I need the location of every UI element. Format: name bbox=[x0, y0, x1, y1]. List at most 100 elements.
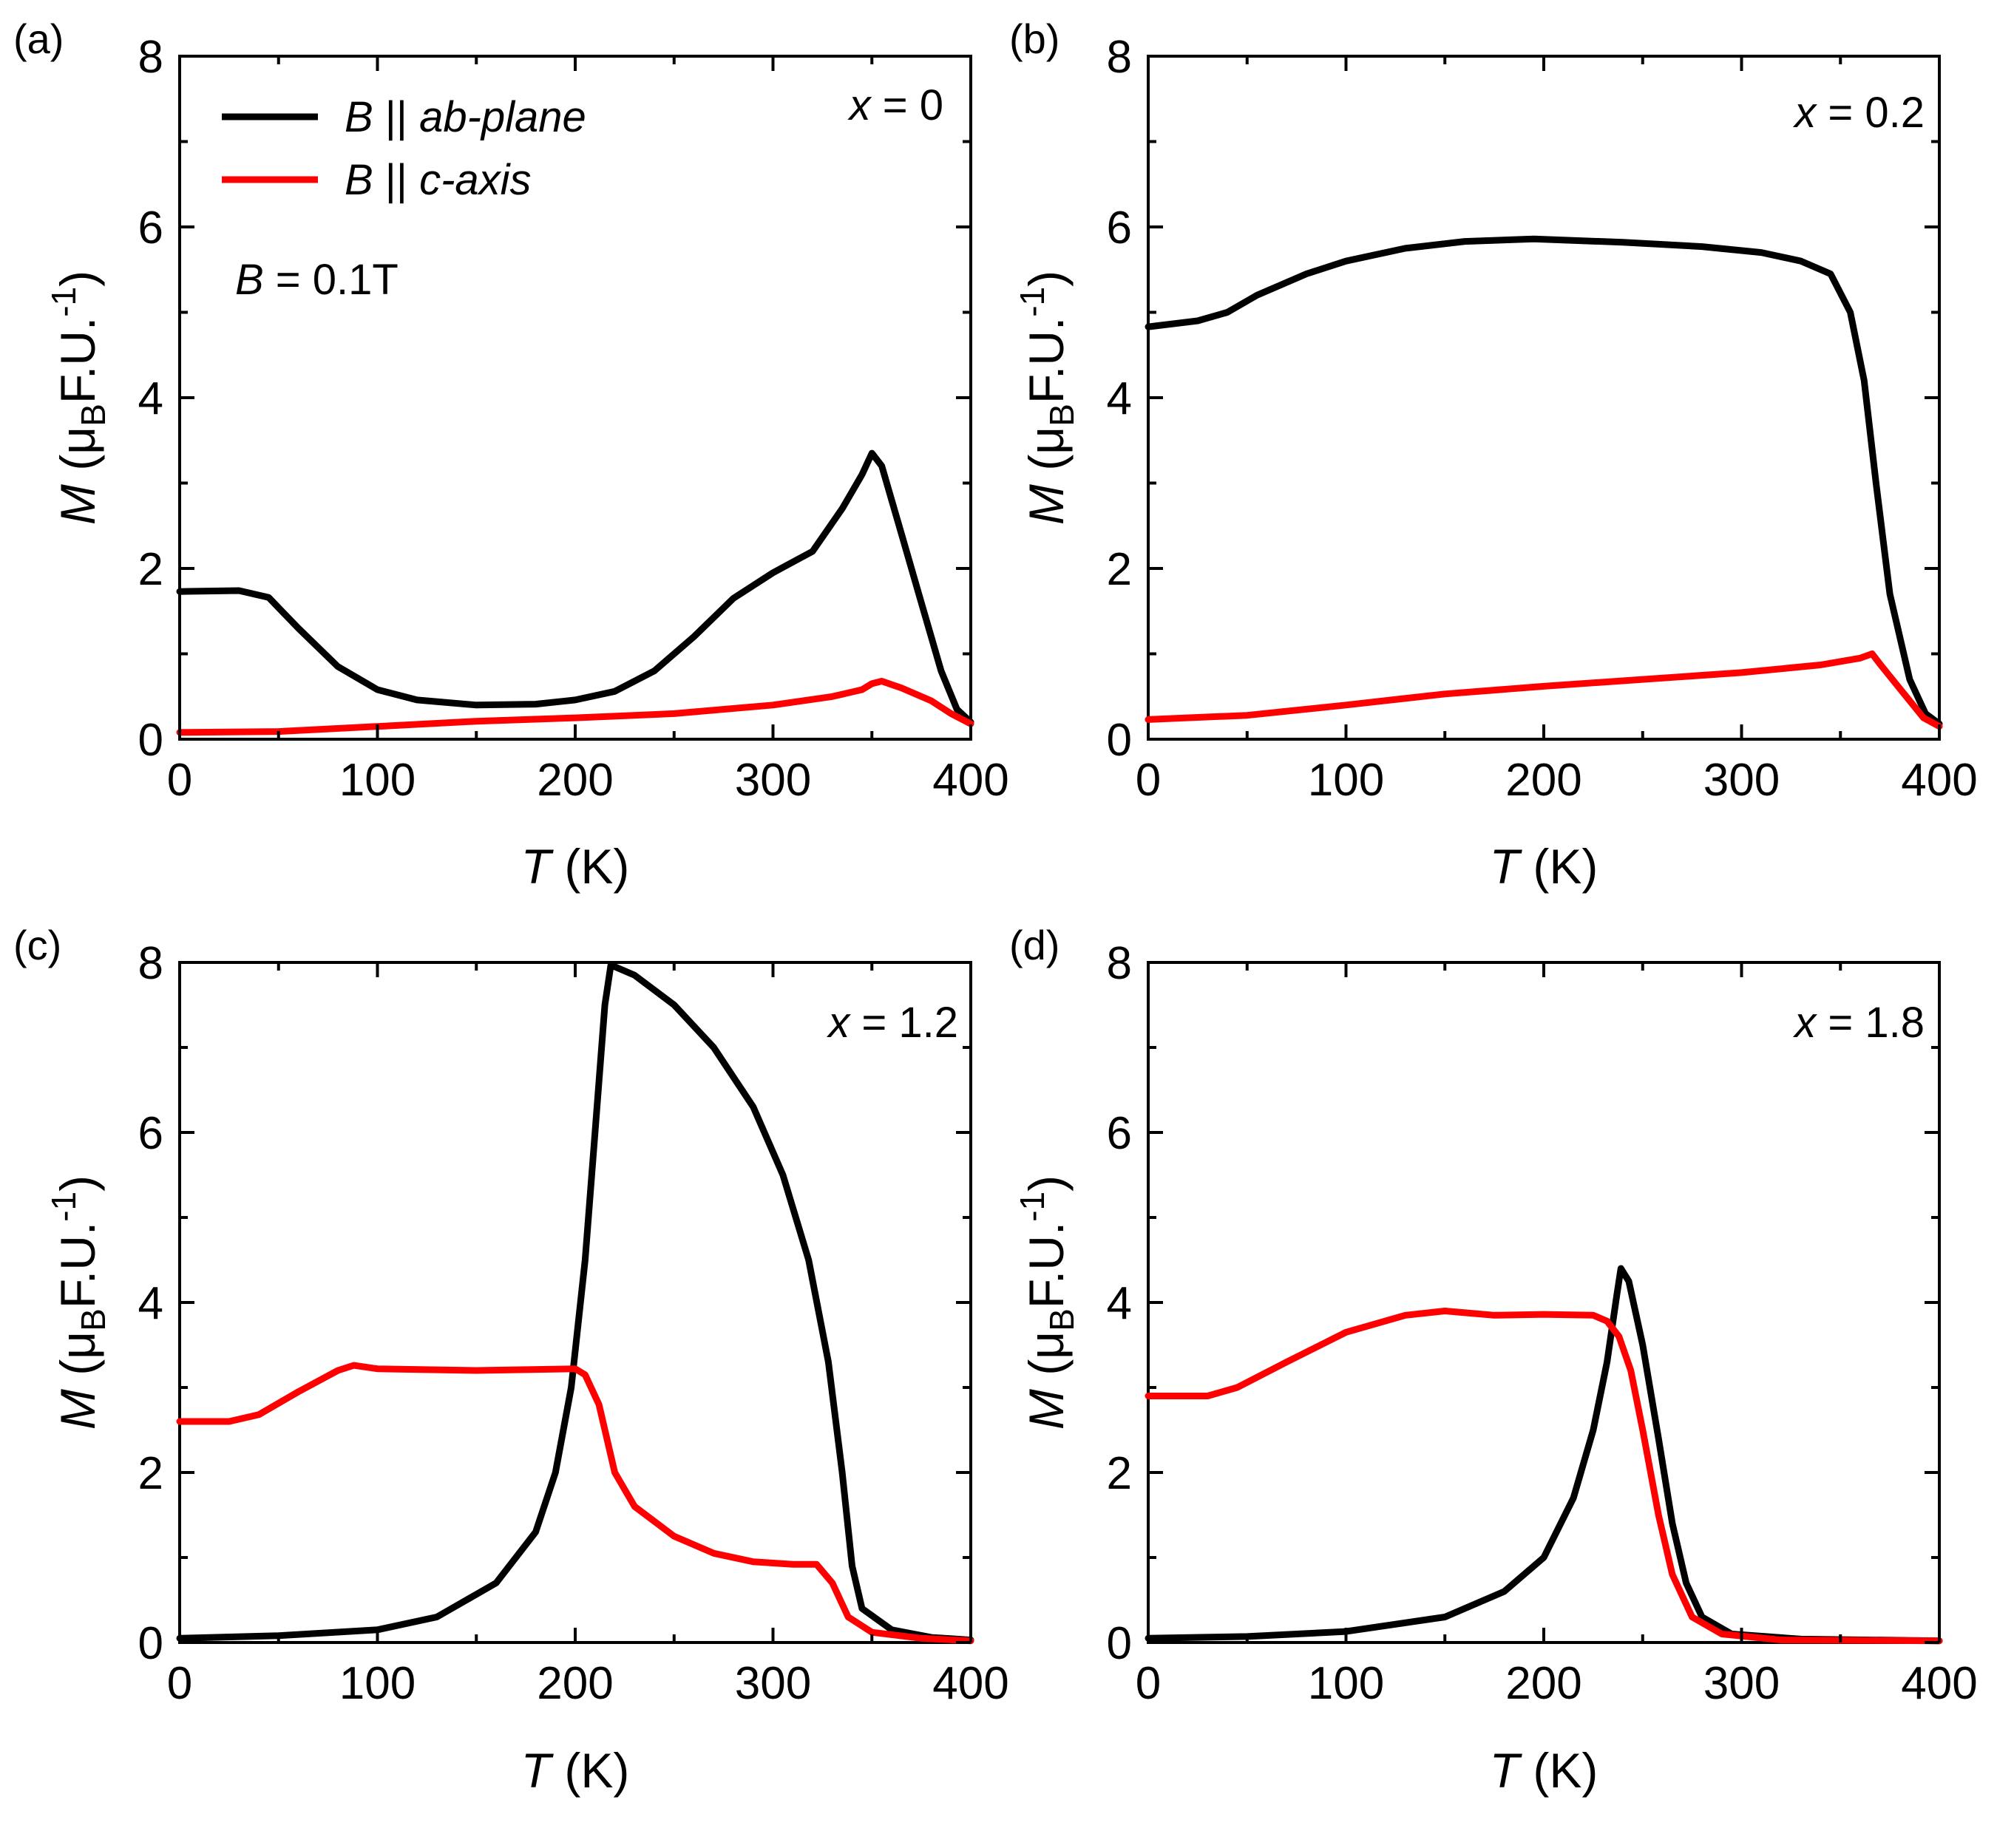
x-axis-title: T (K) bbox=[521, 1743, 630, 1798]
y-tick-label: 8 bbox=[138, 938, 163, 989]
x-tick-label: 400 bbox=[1901, 755, 1977, 806]
x-axis-unit: (K) bbox=[551, 839, 629, 894]
y-tick-label: 0 bbox=[138, 1618, 163, 1669]
field-value: = 0.1T bbox=[264, 256, 399, 304]
composition-annotation: x = 1.8 bbox=[1792, 999, 1925, 1047]
x-axis-var: T bbox=[1490, 839, 1523, 894]
x-tick-label: 300 bbox=[735, 1658, 811, 1709]
series-line-b-ab-plane bbox=[176, 449, 974, 726]
y-axis-unit-close: ) bbox=[50, 271, 105, 287]
y-axis-unit-sub: B bbox=[1042, 1308, 1081, 1331]
y-tick-label: 4 bbox=[138, 1278, 163, 1329]
composition-value: = 0 bbox=[871, 81, 943, 129]
y-axis-unit-sup: -1 bbox=[44, 287, 83, 317]
x-tick-label: 400 bbox=[1901, 1658, 1977, 1709]
panel-d: 0 100 200 300 400 0 2 4 6 8 (d) x = 1.8 T (K) M (… bbox=[1009, 922, 1978, 1798]
composition-annotation: x = 0 bbox=[847, 81, 943, 129]
y-tick-label: 8 bbox=[138, 32, 163, 83]
y-axis-unit-close: ) bbox=[1019, 271, 1074, 287]
field-annotation: B = 0.1T bbox=[235, 256, 399, 304]
x-tick-label: 400 bbox=[932, 755, 1008, 806]
y-axis-unit-open: (μ bbox=[1019, 427, 1074, 484]
composition-var: x bbox=[1792, 999, 1817, 1047]
y-tick-label: 4 bbox=[1107, 373, 1132, 424]
y-tick-label: 4 bbox=[1107, 1278, 1132, 1329]
panel-b: 0 100 200 300 400 0 2 4 6 8 (b) x = 0.2 T (K) M (… bbox=[1009, 16, 1978, 894]
y-tick-label: 0 bbox=[138, 715, 163, 766]
composition-var: x bbox=[1792, 89, 1817, 137]
y-axis-unit-sub: B bbox=[74, 1308, 112, 1331]
x-tick-label: 100 bbox=[1308, 1658, 1384, 1709]
x-tick-label: 300 bbox=[1703, 755, 1780, 806]
y-axis-unit-open: (μ bbox=[50, 1331, 105, 1389]
y-axis-unit-mid: F.U. bbox=[50, 1222, 105, 1308]
y-axis-title: M (μBF.U.-1) bbox=[1013, 271, 1081, 525]
x-axis-var: T bbox=[521, 1743, 555, 1798]
x-axis-unit: (K) bbox=[1519, 839, 1598, 894]
x-axis-var: T bbox=[521, 839, 555, 894]
x-axis-title: T (K) bbox=[521, 839, 630, 894]
panel-c: 0 100 200 300 400 0 2 4 6 8 (c) x = 1.2 T (K) M (… bbox=[13, 922, 1009, 1798]
y-tick-label: 6 bbox=[138, 203, 163, 254]
x-tick-label: 400 bbox=[932, 1658, 1008, 1709]
panel-label: (a) bbox=[13, 16, 64, 62]
x-tick-label: 0 bbox=[167, 1658, 192, 1709]
y-tick-label: 6 bbox=[1107, 1108, 1132, 1159]
y-axis-unit-open: (μ bbox=[1019, 1331, 1074, 1389]
composition-annotation: x = 1.2 bbox=[826, 999, 958, 1047]
y-tick-label: 8 bbox=[1107, 938, 1132, 989]
x-tick-label: 100 bbox=[1308, 755, 1384, 806]
legend-symbol: B bbox=[345, 93, 373, 141]
x-tick-label: 200 bbox=[537, 755, 613, 806]
y-axis-unit-sup: -1 bbox=[1013, 287, 1051, 317]
y-axis-title: M (μBF.U.-1) bbox=[44, 1175, 112, 1430]
plot-elements: 0 100 200 300 400 0 2 4 6 8 bbox=[1107, 938, 1978, 1709]
series-line-b-c-axis bbox=[176, 678, 974, 736]
plot-elements: 0 100 200 300 400 0 2 4 6 8 bbox=[138, 938, 1009, 1709]
composition-var: x bbox=[847, 81, 872, 129]
y-axis-unit-close: ) bbox=[1019, 1175, 1074, 1192]
y-axis-var: M bbox=[1019, 1389, 1074, 1430]
legend-orientation: c-axis bbox=[419, 156, 531, 204]
y-axis-unit-mid: F.U. bbox=[50, 317, 105, 404]
series-line-b-c-axis bbox=[1145, 650, 1943, 730]
x-tick-label: 0 bbox=[1136, 1658, 1161, 1709]
y-tick-label: 6 bbox=[1107, 203, 1132, 254]
y-tick-label: 0 bbox=[1107, 1618, 1132, 1669]
series-line-b-ab-plane bbox=[1145, 235, 1943, 727]
series-line-b-ab-plane bbox=[176, 962, 974, 1644]
plot-elements: 0 100 200 300 400 0 2 4 6 8 bbox=[1107, 32, 1978, 806]
composition-value: = 1.8 bbox=[1816, 999, 1925, 1047]
x-tick-label: 0 bbox=[167, 755, 192, 806]
x-tick-label: 200 bbox=[1505, 755, 1581, 806]
composition-value: = 0.2 bbox=[1816, 89, 1925, 137]
x-tick-label: 300 bbox=[735, 755, 811, 806]
x-axis-unit: (K) bbox=[1519, 1743, 1598, 1798]
x-tick-label: 200 bbox=[537, 1658, 613, 1709]
y-tick-label: 2 bbox=[1107, 1448, 1132, 1499]
x-tick-label: 300 bbox=[1703, 1658, 1780, 1709]
plot-elements: 0 100 200 300 400 0 2 4 6 8 bbox=[138, 32, 1009, 806]
legend: B || ab-plane B || c-axis B = 0.1T bbox=[222, 93, 586, 304]
legend-separator: || bbox=[373, 93, 419, 141]
y-axis-unit-sub: B bbox=[74, 404, 112, 427]
y-axis-title: M (μBF.U.-1) bbox=[1013, 1175, 1081, 1430]
composition-var: x bbox=[826, 999, 851, 1047]
x-tick-label: 200 bbox=[1505, 1658, 1581, 1709]
y-axis-unit-sub: B bbox=[1042, 404, 1081, 427]
legend-orientation: ab-plane bbox=[419, 93, 586, 141]
y-axis-title: M (μBF.U.-1) bbox=[44, 271, 112, 525]
series-line-b-c-axis bbox=[1145, 1308, 1943, 1645]
x-axis-title: T (K) bbox=[1490, 839, 1598, 894]
y-axis-var: M bbox=[50, 1389, 105, 1430]
y-axis-unit-mid: F.U. bbox=[1019, 317, 1074, 404]
panel-label: (b) bbox=[1009, 16, 1059, 62]
x-axis-var: T bbox=[1490, 1743, 1523, 1798]
y-axis-var: M bbox=[50, 484, 105, 525]
y-tick-label: 2 bbox=[1107, 544, 1132, 595]
y-tick-label: 8 bbox=[1107, 32, 1132, 83]
legend-separator: || bbox=[373, 156, 419, 204]
y-axis-unit-sup: -1 bbox=[44, 1192, 83, 1222]
